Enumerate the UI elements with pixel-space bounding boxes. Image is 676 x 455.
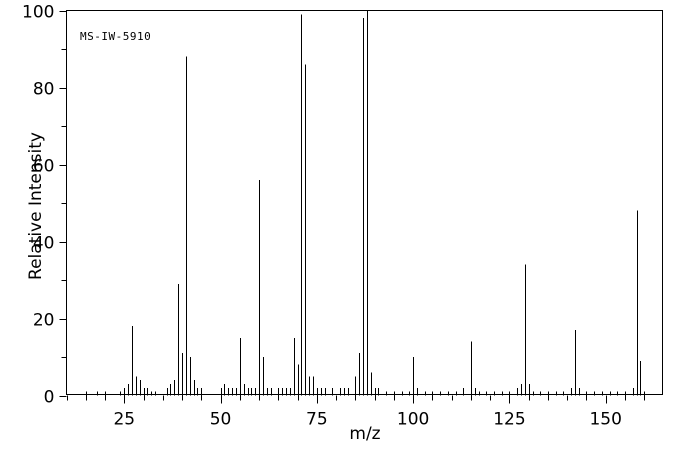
series-label: MS-IW-5910	[80, 30, 152, 43]
y-tick-label: 20	[33, 311, 55, 331]
x-tick-label: 25	[113, 410, 135, 430]
y-tick-label: 40	[33, 234, 55, 254]
x-axis-label: m/z	[349, 424, 381, 444]
y-tick-label: 80	[33, 80, 55, 100]
peak-series	[86, 10, 645, 396]
x-tick-label: 125	[493, 410, 525, 430]
x-tick-label: 150	[589, 410, 621, 430]
y-tick-label: 60	[33, 157, 55, 177]
plot-frame	[66, 10, 663, 395]
x-tick-label: 50	[210, 410, 232, 430]
y-tick-label: 0	[44, 388, 55, 408]
y-tick-label: 100	[22, 3, 54, 23]
x-tick-label: 75	[306, 410, 328, 430]
x-tick-label: 100	[397, 410, 429, 430]
